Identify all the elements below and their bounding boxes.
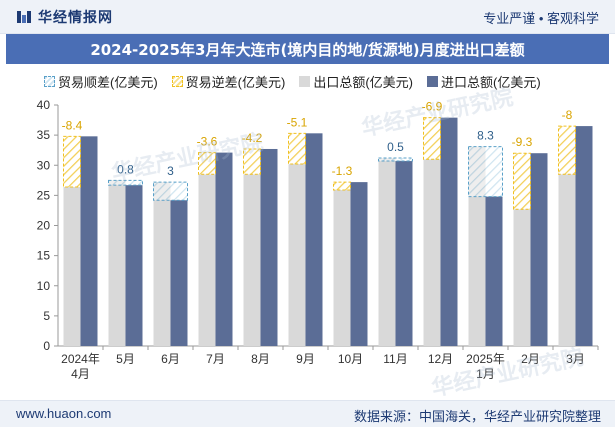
import-bar [395, 161, 413, 346]
brand: 华经情报网 [16, 7, 113, 27]
import-bar [485, 196, 503, 346]
surplus-bar [468, 146, 503, 198]
balance-value-label: -8.4 [62, 118, 83, 132]
export-bar [378, 158, 396, 346]
legend-label-deficit: 贸易逆差(亿美元) [185, 74, 286, 90]
import-bar [305, 133, 323, 346]
export-bar [108, 180, 126, 346]
legend-item-deficit: 贸易逆差(亿美元) [171, 72, 286, 91]
x-tick-label: 2024年 [61, 352, 100, 366]
surplus-bar [153, 181, 188, 201]
export-bar [333, 189, 351, 346]
legend-swatch-surplus [44, 75, 55, 87]
x-tick-label: 3月 [566, 352, 585, 366]
x-tick-label: 12月 [428, 352, 453, 366]
y-tick-label: 25 [37, 188, 51, 202]
deficit-bar [243, 148, 261, 175]
import-bar [575, 126, 593, 347]
export-bar [513, 209, 531, 346]
export-bar [198, 174, 216, 346]
export-bar [558, 174, 576, 346]
x-tick-label: 6月 [161, 352, 180, 366]
import-bar [125, 185, 143, 346]
legend-swatch-import [427, 75, 439, 87]
balance-value-label: 8.3 [477, 129, 494, 143]
y-tick-label: 35 [37, 128, 51, 142]
legend: 贸易顺差(亿美元) 贸易逆差(亿美元) 出口总额(亿美元) 进口总额(亿美元) [44, 72, 541, 90]
x-tick-label: 7月 [206, 352, 225, 366]
legend-item-import: 进口总额(亿美元) [427, 72, 541, 91]
header-bar: 华经情报网 专业严谨 • 客观科学 [0, 0, 615, 34]
deficit-bar [288, 132, 306, 165]
chart-title: 2024-2025年3月年大连市(境内目的地/货源地)月度进出口差额 [90, 40, 525, 59]
balance-value-label: -9.3 [512, 135, 533, 149]
legend-item-export: 出口总额(亿美元) [299, 72, 413, 91]
y-tick-label: 5 [43, 309, 50, 323]
import-bar [215, 152, 233, 346]
import-bar [170, 200, 188, 346]
export-bar [153, 182, 171, 346]
x-tick-label: 10月 [338, 352, 363, 366]
x-tick-label: 8月 [251, 352, 270, 366]
deficit-bar [333, 181, 351, 191]
balance-value-label: 0.5 [387, 140, 404, 154]
balance-value-label: 3 [167, 164, 174, 178]
export-bar [423, 159, 441, 346]
import-bar [350, 182, 368, 346]
chart-title-band: 2024-2025年3月年大连市(境内目的地/货源地)月度进出口差额 [6, 34, 609, 64]
x-tick-label: 4月 [71, 367, 90, 381]
deficit-bar [513, 152, 531, 210]
deficit-bar [423, 117, 441, 160]
y-tick-label: 40 [37, 98, 51, 112]
surplus-bar [108, 179, 143, 186]
export-bar [243, 174, 261, 346]
data-source: 数据来源：中国海关，华经产业研究院整理 [353, 409, 601, 424]
legend-swatch-export [299, 75, 311, 87]
balance-value-label: 0.8 [117, 162, 134, 176]
x-tick-label: 2025年 [466, 352, 505, 366]
balance-value-label: -3.6 [197, 135, 218, 149]
import-bar [260, 148, 278, 346]
import-bar [530, 153, 548, 346]
export-bar [288, 164, 306, 346]
deficit-bar [198, 152, 216, 175]
y-tick-label: 15 [37, 249, 51, 263]
footer-bar: www.huaon.com 数据来源：中国海关，华经产业研究院整理 [0, 400, 615, 427]
balance-value-label: -1.3 [332, 164, 353, 178]
legend-label-import: 进口总额(亿美元) [441, 74, 541, 90]
x-tick-label: 5月 [116, 352, 135, 366]
x-tick-label: 9月 [296, 352, 315, 366]
balance-value-label: -8 [562, 108, 573, 122]
y-tick-label: 30 [37, 158, 51, 172]
x-tick-label: 11月 [383, 352, 407, 366]
y-tick-label: 10 [37, 279, 51, 293]
site-link[interactable]: www.huaon.com [16, 406, 112, 421]
import-bar [80, 136, 98, 346]
legend-label-export: 出口总额(亿美元) [313, 74, 414, 90]
balance-value-label: -6.9 [422, 100, 443, 114]
deficit-bar [558, 125, 576, 175]
x-tick-label: 2月 [521, 352, 540, 366]
balance-value-label: -4.2 [242, 131, 263, 145]
y-tick-label: 20 [37, 219, 51, 233]
y-tick-label: 0 [43, 339, 50, 353]
export-bar [63, 186, 81, 346]
legend-label-surplus: 贸易顺差(亿美元) [58, 74, 158, 90]
x-tick-label: 1月 [476, 367, 495, 381]
balance-value-label: -5.1 [287, 115, 308, 129]
import-bar [440, 117, 458, 346]
legend-swatch-deficit [171, 75, 183, 87]
deficit-bar [63, 135, 81, 188]
tagline: 专业严谨 • 客观科学 [483, 11, 599, 26]
surplus-bar [378, 157, 413, 162]
brand-logo-icon [17, 11, 31, 23]
brand-name: 华经情报网 [38, 9, 113, 25]
legend-item-surplus: 贸易顺差(亿美元) [44, 72, 158, 91]
